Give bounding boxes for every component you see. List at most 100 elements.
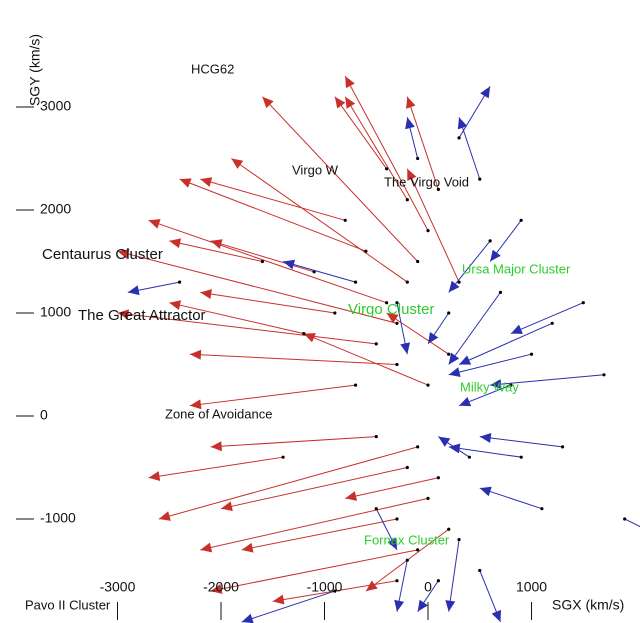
vector-origin (457, 136, 461, 140)
vector-origin (260, 259, 264, 264)
vector-shaft (490, 374, 605, 386)
vector-origin (519, 218, 523, 222)
vector-shaft (169, 240, 263, 262)
vector (406, 96, 440, 192)
vector (427, 311, 451, 345)
vector-origin (405, 280, 409, 284)
vector-origin (488, 239, 492, 243)
vector-head (169, 238, 182, 249)
vector (623, 517, 640, 528)
vector-head (459, 396, 472, 407)
vector-shaft (479, 436, 563, 448)
vector (344, 96, 409, 202)
vector-origin (177, 280, 182, 284)
vector-origin (405, 198, 409, 202)
vector-head (220, 501, 233, 512)
vector-head (345, 96, 356, 109)
vector-origin (385, 167, 389, 171)
vector (458, 383, 513, 407)
vector (457, 86, 491, 140)
annotation: Zone of Avoidance (165, 406, 272, 421)
vector (374, 507, 398, 551)
vector-origin (550, 321, 554, 325)
vector-shaft (148, 219, 387, 304)
vector (394, 558, 409, 612)
vector (479, 486, 544, 511)
vector-head (480, 86, 491, 99)
vector (241, 589, 337, 623)
vector-origin (498, 290, 503, 294)
vector-head (345, 491, 358, 501)
vector (448, 290, 503, 365)
vector-head (231, 158, 244, 169)
vector-head (365, 580, 378, 592)
vector (479, 432, 565, 449)
annotation: The Virgo Void (384, 174, 469, 189)
vector-shaft (334, 96, 388, 170)
vector-shaft (158, 446, 418, 520)
vector (200, 289, 337, 315)
vector (478, 568, 502, 623)
vector (344, 75, 430, 233)
vector-head (334, 96, 346, 109)
vector-shaft (448, 292, 501, 365)
vector-origin (447, 352, 451, 356)
vector (282, 259, 358, 284)
vector-origin (457, 537, 461, 542)
vector-shaft (210, 436, 377, 448)
vector-shaft (448, 539, 460, 612)
vector-origin (405, 465, 409, 470)
vector (231, 158, 409, 284)
vector (210, 434, 378, 452)
vector-origin (302, 331, 306, 336)
vector-origin (478, 568, 482, 573)
vector-shaft (344, 75, 429, 231)
x-tick-label: -2000 (203, 579, 239, 595)
vector-origin (374, 507, 378, 511)
vector-shaft (303, 333, 429, 386)
annotation: Fornax Cluster (364, 532, 450, 547)
vector-origin (416, 156, 420, 161)
vector-origin (623, 517, 627, 521)
vector-shaft (189, 384, 356, 407)
vector-origin (436, 187, 440, 192)
vector-origin (395, 301, 399, 305)
vector-origin (374, 434, 378, 439)
vector-head (200, 289, 212, 300)
vector-head (457, 117, 468, 130)
vector (200, 177, 347, 222)
vector (448, 352, 534, 377)
vector (395, 301, 411, 355)
vector-head (262, 96, 274, 109)
vector-shaft (117, 312, 377, 345)
vector-origin (395, 321, 399, 325)
vector-head (407, 168, 417, 181)
vector-shaft (624, 518, 640, 528)
vector (127, 280, 182, 296)
vector (179, 178, 368, 253)
vector-head (417, 599, 428, 612)
vector-origin (353, 383, 358, 387)
vectors (117, 75, 640, 623)
vector-shaft (117, 250, 398, 324)
vector-origin (416, 548, 420, 552)
vector-head (179, 178, 192, 188)
vector-origin (395, 579, 399, 583)
x-tick-label: 0 (424, 579, 432, 595)
vector-shaft (448, 353, 532, 376)
vector-head (448, 367, 461, 377)
vector (345, 476, 440, 501)
vector-origin (416, 445, 420, 449)
vector-shaft (231, 158, 408, 283)
annotation: Milky Way (460, 379, 519, 394)
vector-head (459, 355, 472, 365)
vector-head (428, 331, 439, 344)
vector (490, 373, 606, 390)
annotation: Virgo W (292, 162, 339, 177)
vector-shaft (200, 178, 346, 221)
vector-head (303, 333, 316, 343)
vector (405, 117, 420, 161)
vector-origin (333, 589, 337, 593)
y-tick-label: 3000 (40, 98, 71, 114)
vector-head (210, 441, 222, 452)
